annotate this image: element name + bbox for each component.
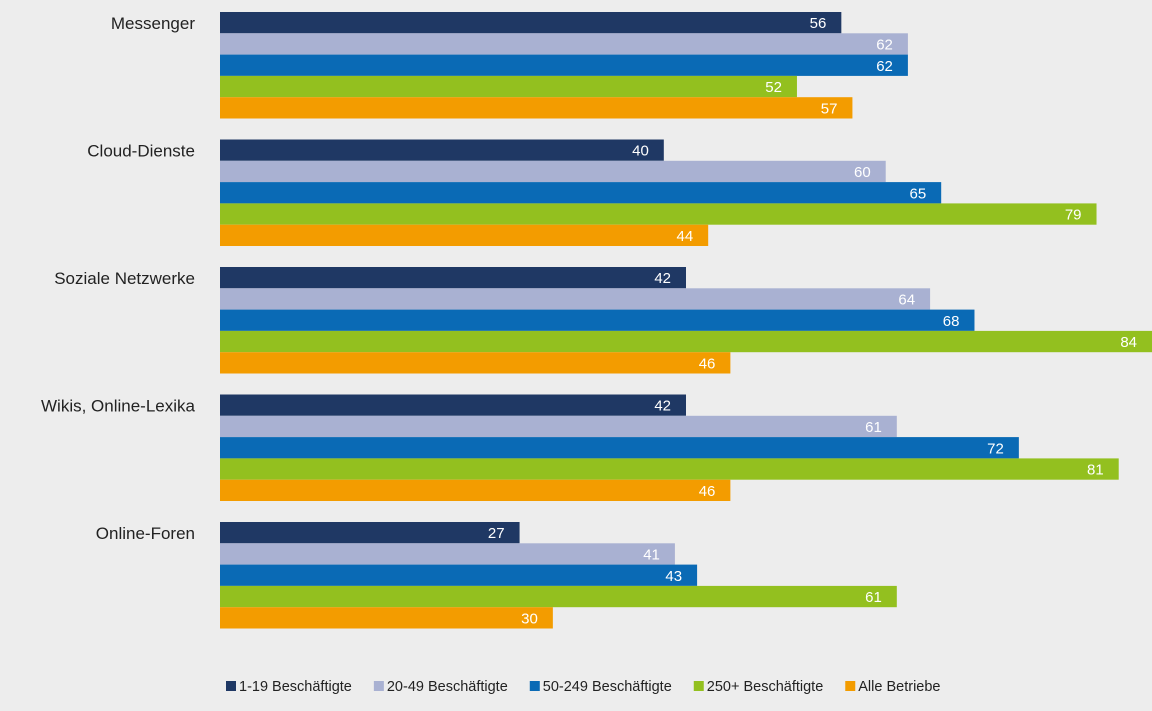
legend-swatch-2 (373, 681, 384, 691)
legend-swatch-1 (226, 681, 236, 691)
bar-soziale-netzwerke-series-1 (220, 267, 686, 289)
value-label-wikis-online-lexika-series-2: 61 (865, 419, 882, 436)
bar-soziale-netzwerke-series-2 (220, 288, 931, 310)
value-label-online-foren-series-5: 30 (521, 610, 538, 627)
bar-online-foren-series-3 (220, 564, 698, 586)
value-label-wikis-online-lexika-series-5: 46 (699, 483, 716, 500)
bar-soziale-netzwerke-series-4 (220, 330, 1152, 353)
value-label-cloud-dienste-series-4: 79 (1065, 207, 1082, 224)
value-label-messenger-series-3: 62 (876, 58, 893, 75)
bar-cloud-dienste-series-5 (220, 224, 709, 246)
bar-messenger-series-1 (220, 12, 842, 34)
bar-messenger-series-2 (220, 33, 908, 55)
value-label-wikis-online-lexika-series-4: 81 (1087, 462, 1104, 479)
value-label-soziale-netzwerke-series-1: 42 (654, 270, 671, 287)
category-label-online-foren: Online-Foren (96, 524, 195, 543)
value-label-soziale-netzwerke-series-4: 84 (1120, 334, 1137, 351)
value-label-cloud-dienste-series-1: 40 (632, 143, 649, 160)
bar-cloud-dienste-series-3 (220, 182, 942, 204)
value-label-soziale-netzwerke-series-5: 46 (699, 355, 716, 372)
category-labels: Messenger Cloud-Dienste Soziale Netzwerke W… (41, 14, 196, 543)
legend-label-4: 250+ Beschäftigte (707, 679, 824, 695)
legend-swatch-5 (845, 681, 856, 691)
bar-messenger-series-3 (220, 54, 908, 76)
value-label-messenger-series-5: 57 (821, 100, 838, 117)
bar-online-foren-series-1 (220, 522, 520, 544)
legend-swatch-4 (693, 681, 704, 691)
value-label-online-foren-series-3: 43 (665, 568, 682, 585)
bars: 56 62 62 52 57 40 60 65 79 44 42 64 68 84 46 42 61 72 81 46… (220, 12, 1152, 629)
category-label-soziale-netzwerke: Soziale Netzwerke (54, 269, 195, 288)
value-label-online-foren-series-2: 41 (643, 546, 660, 563)
bar-soziale-netzwerke-series-3 (220, 309, 975, 331)
bar-messenger-series-5 (220, 97, 853, 119)
value-label-messenger-series-2: 62 (876, 36, 893, 53)
bar-wikis-online-lexika-series-3 (220, 437, 1019, 459)
bar-soziale-netzwerke-series-5 (220, 352, 731, 374)
legend-label-1: 1-19 Beschäftigte (239, 679, 352, 695)
value-label-cloud-dienste-series-5: 44 (677, 228, 694, 245)
bar-wikis-online-lexika-series-1 (220, 394, 686, 416)
bar-wikis-online-lexika-series-5 (220, 479, 731, 501)
bar-cloud-dienste-series-1 (220, 139, 664, 161)
value-label-cloud-dienste-series-3: 65 (910, 185, 927, 202)
bar-online-foren-series-5 (220, 607, 553, 629)
legend-swatch-3 (529, 681, 540, 691)
bar-online-foren-series-4 (220, 585, 897, 608)
category-label-messenger: Messenger (111, 14, 195, 33)
value-label-wikis-online-lexika-series-3: 72 (987, 440, 1004, 457)
value-label-soziale-netzwerke-series-3: 68 (943, 313, 960, 330)
value-label-online-foren-series-1: 27 (488, 525, 505, 542)
bar-wikis-online-lexika-series-2 (220, 415, 897, 438)
value-label-wikis-online-lexika-series-1: 42 (654, 398, 671, 415)
value-label-online-foren-series-4: 61 (865, 589, 882, 606)
legend-label-3: 50-249 Beschäftigte (543, 679, 672, 695)
legend-label-2: 20-49 Beschäftigte (387, 679, 508, 695)
legend-label-5: Alle Betriebe (858, 679, 940, 695)
value-label-cloud-dienste-series-2: 60 (854, 164, 871, 181)
legend: 1-19 Beschäftigte 20-49 Beschäftigte 50-24… (226, 679, 940, 695)
bar-wikis-online-lexika-series-4 (220, 458, 1119, 480)
bar-cloud-dienste-series-2 (220, 160, 886, 183)
bar-cloud-dienste-series-4 (220, 203, 1097, 225)
category-label-cloud-dienste: Cloud-Dienste (87, 142, 195, 161)
category-label-wikis-online-lexika: Wikis, Online-Lexika (41, 397, 196, 416)
value-label-messenger-series-1: 56 (810, 15, 827, 32)
value-label-messenger-series-4: 52 (765, 79, 782, 96)
bar-messenger-series-4 (220, 75, 797, 98)
bar-online-foren-series-2 (220, 543, 675, 565)
value-label-soziale-netzwerke-series-2: 64 (898, 291, 915, 308)
